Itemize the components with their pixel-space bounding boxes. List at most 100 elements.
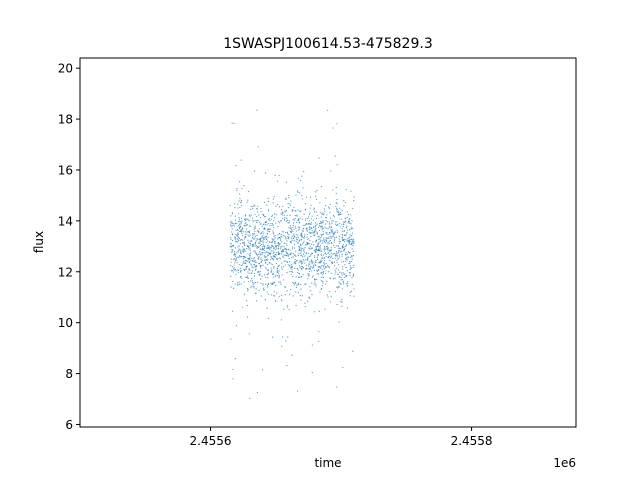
data-point: [241, 201, 242, 202]
data-point: [338, 269, 339, 270]
data-point: [247, 253, 248, 254]
data-point: [265, 216, 266, 217]
data-point: [299, 265, 300, 266]
data-point: [281, 295, 282, 296]
data-point: [239, 228, 240, 229]
data-point: [234, 251, 235, 252]
data-point: [299, 211, 300, 212]
data-point: [276, 252, 277, 253]
data-point: [312, 262, 313, 263]
data-point: [336, 209, 337, 210]
data-point: [311, 254, 312, 255]
data-point: [331, 242, 332, 243]
data-point: [273, 227, 274, 228]
data-point: [350, 291, 351, 292]
data-point: [313, 263, 314, 264]
data-point: [320, 212, 321, 213]
data-point: [243, 256, 244, 257]
data-point: [340, 283, 341, 284]
data-point: [254, 257, 255, 258]
data-point: [334, 237, 335, 238]
data-point: [245, 215, 246, 216]
data-point: [259, 275, 260, 276]
data-point: [247, 246, 248, 247]
data-point: [324, 227, 325, 228]
data-point: [334, 216, 335, 217]
data-point: [287, 237, 288, 238]
data-point: [341, 256, 342, 257]
data-point: [298, 277, 299, 278]
data-point: [297, 272, 298, 273]
data-point: [292, 248, 293, 249]
data-point: [327, 238, 328, 239]
data-point: [289, 203, 290, 204]
data-point: [254, 214, 255, 215]
data-point: [308, 275, 309, 276]
data-point: [260, 239, 261, 240]
data-point: [322, 272, 323, 273]
data-point: [267, 233, 268, 234]
data-point: [249, 398, 250, 399]
data-point: [349, 237, 350, 238]
data-point: [321, 223, 322, 224]
data-point: [250, 260, 251, 261]
data-point: [317, 273, 318, 274]
data-point: [249, 261, 250, 262]
data-point: [313, 209, 314, 210]
data-point: [274, 291, 275, 292]
data-point: [315, 249, 316, 250]
data-point: [254, 231, 255, 232]
data-point: [345, 221, 346, 222]
data-point: [253, 250, 254, 251]
data-point: [302, 274, 303, 275]
data-point: [337, 229, 338, 230]
data-point: [306, 268, 307, 269]
data-point: [292, 231, 293, 232]
data-point: [241, 188, 242, 189]
data-point: [314, 235, 315, 236]
data-point: [350, 265, 351, 266]
data-point: [289, 271, 290, 272]
data-point: [269, 262, 270, 263]
data-point: [307, 234, 308, 235]
data-point: [292, 219, 293, 220]
data-point: [345, 245, 346, 246]
data-point: [291, 274, 292, 275]
data-point: [316, 211, 317, 212]
data-point: [232, 266, 233, 267]
data-point: [231, 252, 232, 253]
data-point: [282, 336, 283, 337]
data-point: [235, 241, 236, 242]
data-point: [319, 266, 320, 267]
data-point: [339, 254, 340, 255]
data-point: [334, 277, 335, 278]
data-point: [338, 250, 339, 251]
data-point: [311, 294, 312, 295]
data-point: [270, 253, 271, 254]
data-point: [262, 226, 263, 227]
data-point: [247, 231, 248, 232]
data-point: [287, 306, 288, 307]
data-point: [250, 263, 251, 264]
data-point: [237, 284, 238, 285]
data-point: [314, 232, 315, 233]
data-point: [249, 258, 250, 259]
data-point: [353, 200, 354, 201]
data-point: [335, 255, 336, 256]
data-point: [251, 273, 252, 274]
data-point: [240, 256, 241, 257]
data-point: [302, 218, 303, 219]
data-point: [289, 309, 290, 310]
data-point: [347, 238, 348, 239]
data-point: [324, 208, 325, 209]
data-point: [322, 285, 323, 286]
data-point: [303, 242, 304, 243]
data-point: [328, 250, 329, 251]
data-point: [255, 226, 256, 227]
data-point: [298, 283, 299, 284]
data-point: [314, 281, 315, 282]
data-point: [336, 202, 337, 203]
data-point: [314, 211, 315, 212]
data-point: [329, 212, 330, 213]
data-point: [352, 233, 353, 234]
